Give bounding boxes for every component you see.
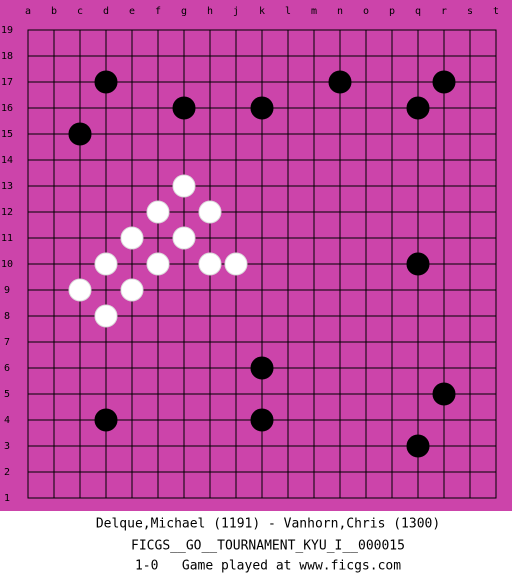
row-label: 16 xyxy=(1,103,13,114)
column-label: e xyxy=(129,6,135,17)
row-label: 7 xyxy=(4,337,10,348)
column-label: k xyxy=(259,6,265,17)
row-label: 8 xyxy=(4,311,10,322)
row-label: 18 xyxy=(1,51,13,62)
white-stone xyxy=(120,278,144,302)
column-label: o xyxy=(363,6,369,17)
column-label: g xyxy=(181,6,187,17)
row-label: 14 xyxy=(1,155,13,166)
white-stone xyxy=(120,226,144,250)
black-stone xyxy=(432,70,456,94)
row-label: 3 xyxy=(4,441,10,452)
row-label: 5 xyxy=(4,389,10,400)
white-stone xyxy=(146,200,170,224)
white-stone xyxy=(94,252,118,276)
white-stone xyxy=(172,226,196,250)
white-stone xyxy=(172,174,196,198)
column-label: j xyxy=(233,6,239,17)
black-stone xyxy=(172,96,196,120)
result: 1-0 Game played at www.ficgs.com xyxy=(135,559,401,574)
column-label: a xyxy=(25,6,31,17)
row-label: 1 xyxy=(4,493,10,504)
black-stone xyxy=(94,70,118,94)
row-label: 12 xyxy=(1,207,13,218)
column-label: f xyxy=(155,6,161,17)
column-label: h xyxy=(207,6,213,17)
row-label: 11 xyxy=(1,233,13,244)
black-stone xyxy=(432,382,456,406)
black-stone xyxy=(68,122,92,146)
white-stone xyxy=(198,252,222,276)
column-label: q xyxy=(415,6,421,17)
black-stone xyxy=(250,96,274,120)
row-label: 13 xyxy=(1,181,13,192)
column-label: r xyxy=(441,6,447,17)
black-stone xyxy=(250,356,274,380)
players: Delque,Michael (1191) - Vanhorn,Chris (1… xyxy=(96,517,440,532)
white-stone xyxy=(94,304,118,328)
row-label: 6 xyxy=(4,363,10,374)
row-label: 2 xyxy=(4,467,10,478)
row-label: 17 xyxy=(1,77,13,88)
row-label: 9 xyxy=(4,285,10,296)
row-label: 4 xyxy=(4,415,10,426)
column-label: c xyxy=(77,6,83,17)
column-label: b xyxy=(51,6,57,17)
black-stone xyxy=(406,434,430,458)
row-label: 10 xyxy=(1,259,13,270)
black-stone xyxy=(406,252,430,276)
column-label: l xyxy=(285,6,291,17)
black-stone xyxy=(94,408,118,432)
column-label: s xyxy=(467,6,473,17)
white-stone xyxy=(146,252,170,276)
black-stone xyxy=(328,70,352,94)
row-label: 15 xyxy=(1,129,13,140)
white-stone xyxy=(198,200,222,224)
row-label: 19 xyxy=(1,25,13,36)
white-stone xyxy=(224,252,248,276)
column-label: n xyxy=(337,6,343,17)
column-label: t xyxy=(493,6,499,17)
column-label: d xyxy=(103,6,109,17)
black-stone xyxy=(250,408,274,432)
column-label: m xyxy=(311,6,317,17)
column-label: p xyxy=(389,6,395,17)
black-stone xyxy=(406,96,430,120)
white-stone xyxy=(68,278,92,302)
event: FICGS__GO__TOURNAMENT_KYU_I__000015 xyxy=(131,539,405,554)
